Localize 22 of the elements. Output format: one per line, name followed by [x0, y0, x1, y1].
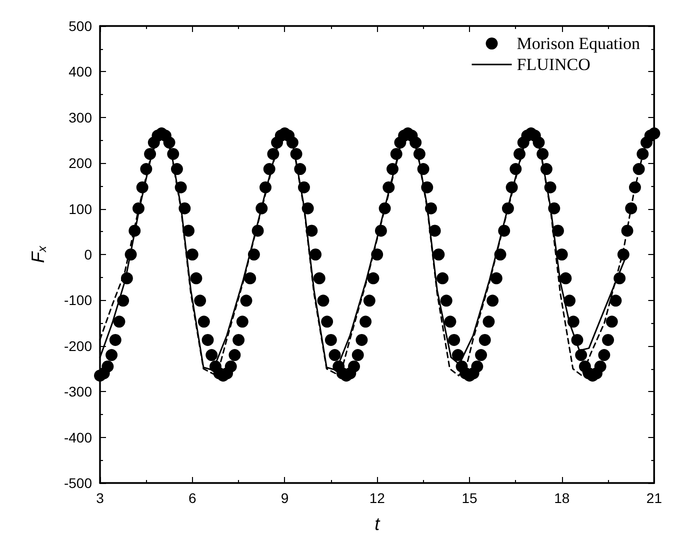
y-tick-label: -100 — [64, 292, 92, 308]
x-tick-label: 15 — [462, 490, 478, 506]
y-tick-label: 300 — [68, 109, 92, 126]
y-tick-label: 400 — [68, 64, 92, 80]
legend-label: Morison Equation — [516, 34, 640, 53]
y-tick-label: -400 — [64, 429, 92, 446]
x-tick-label: 18 — [554, 490, 570, 506]
y-tick-label: 100 — [68, 200, 92, 217]
y-tick-label: -200 — [64, 338, 92, 354]
y-axis-title: Fx — [28, 245, 49, 263]
y-tick-label: 200 — [68, 155, 92, 172]
x-tick-label: 3 — [96, 490, 104, 506]
x-tick-label: 21 — [646, 490, 662, 506]
y-tick-label: 500 — [68, 18, 92, 34]
y-tick-label: -300 — [64, 384, 92, 400]
legend-label: FLUINCO — [516, 55, 590, 74]
x-tick-label: 12 — [369, 490, 386, 506]
y-tick-label: 0 — [84, 246, 92, 262]
x-axis-title: t — [374, 514, 381, 534]
x-tick-label: 6 — [188, 490, 196, 506]
x-tick-label: 9 — [280, 490, 289, 506]
y-tick-label: -500 — [64, 475, 92, 491]
